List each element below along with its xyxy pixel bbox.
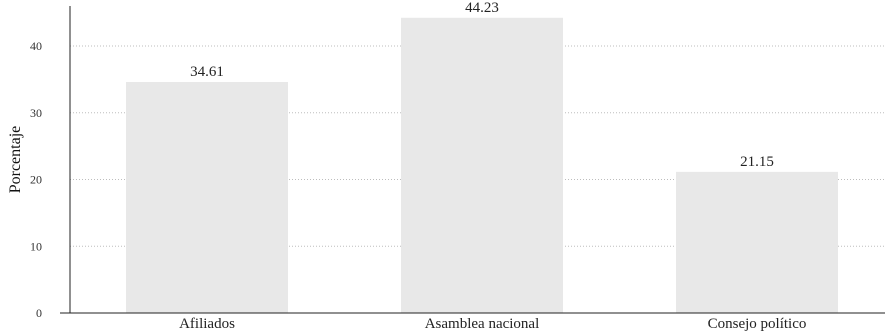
y-tick-label-20: 20 (30, 173, 42, 187)
data-label-2: 44.23 (465, 0, 499, 16)
y-tick-label-10: 10 (30, 239, 42, 253)
category-label-3: Consejo político (708, 316, 807, 332)
category-labels: Afiliados Asamblea nacional Consejo políti… (179, 316, 806, 332)
bar-1 (126, 82, 288, 313)
data-label-1: 34.61 (190, 64, 224, 80)
bar-layer (126, 17, 838, 313)
bar-2 (401, 17, 563, 313)
y-tick-label-30: 30 (30, 106, 42, 120)
axis-layer (60, 6, 885, 314)
bar-3 (676, 171, 838, 313)
data-labels: 34.61 44.23 21.15 (190, 0, 774, 170)
y-axis-title: Porcentaje (7, 126, 24, 194)
data-label-3: 21.15 (740, 154, 774, 170)
category-label-1: Afiliados (179, 316, 235, 332)
y-tick-labels: 0 10 20 30 40 (30, 39, 42, 320)
y-tick-label-40: 40 (30, 39, 42, 53)
y-tick-label-0: 0 (36, 306, 42, 320)
category-label-2: Asamblea nacional (425, 316, 540, 332)
